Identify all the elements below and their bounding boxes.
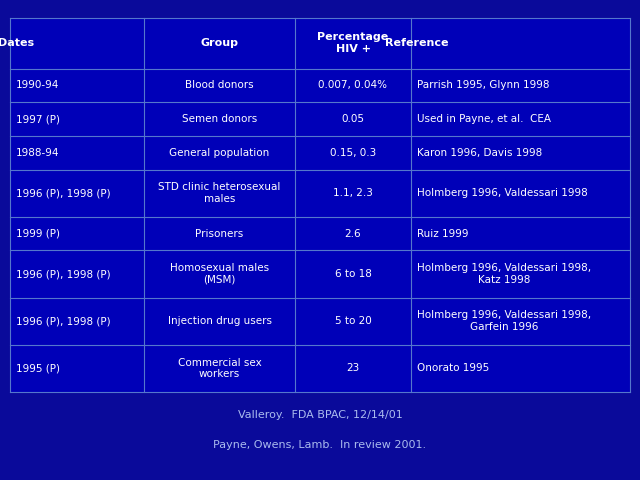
Text: Semen donors: Semen donors <box>182 114 257 124</box>
Text: Homosexual males
(MSM): Homosexual males (MSM) <box>170 263 269 285</box>
Text: Dates: Dates <box>0 38 34 48</box>
Text: 1995 (P): 1995 (P) <box>16 363 60 373</box>
Text: Payne, Owens, Lamb.  In review 2001.: Payne, Owens, Lamb. In review 2001. <box>213 440 427 450</box>
Text: Onorato 1995: Onorato 1995 <box>417 363 489 373</box>
Text: Parrish 1995, Glynn 1998: Parrish 1995, Glynn 1998 <box>417 80 550 90</box>
Text: 2.6: 2.6 <box>345 228 362 239</box>
Text: 23: 23 <box>346 363 360 373</box>
Text: 1999 (P): 1999 (P) <box>16 228 60 239</box>
Text: General population: General population <box>170 148 269 158</box>
Text: Valleroy.  FDA BPAC, 12/14/01: Valleroy. FDA BPAC, 12/14/01 <box>237 410 403 420</box>
Text: Percentage
HIV +: Percentage HIV + <box>317 33 388 54</box>
Text: 1997 (P): 1997 (P) <box>16 114 60 124</box>
Text: 0.007, 0.04%: 0.007, 0.04% <box>319 80 387 90</box>
Text: Group: Group <box>200 38 239 48</box>
Text: 1.1, 2.3: 1.1, 2.3 <box>333 188 373 198</box>
Text: STD clinic heterosexual
males: STD clinic heterosexual males <box>158 182 281 204</box>
Text: Holmberg 1996, Valdessari 1998: Holmberg 1996, Valdessari 1998 <box>417 188 588 198</box>
Text: 1996 (P), 1998 (P): 1996 (P), 1998 (P) <box>16 269 111 279</box>
Text: Ruiz 1999: Ruiz 1999 <box>417 228 468 239</box>
Text: 1996 (P), 1998 (P): 1996 (P), 1998 (P) <box>16 316 111 326</box>
Text: 6 to 18: 6 to 18 <box>335 269 371 279</box>
Text: 0.15, 0.3: 0.15, 0.3 <box>330 148 376 158</box>
Text: 1988-94: 1988-94 <box>16 148 60 158</box>
Text: Holmberg 1996, Valdessari 1998,
Garfein 1996: Holmberg 1996, Valdessari 1998, Garfein … <box>417 311 591 332</box>
Text: Karon 1996, Davis 1998: Karon 1996, Davis 1998 <box>417 148 542 158</box>
Text: 0.05: 0.05 <box>342 114 365 124</box>
Text: 1996 (P), 1998 (P): 1996 (P), 1998 (P) <box>16 188 111 198</box>
Text: Blood donors: Blood donors <box>185 80 254 90</box>
Text: Commercial sex
workers: Commercial sex workers <box>178 358 261 379</box>
Text: Holmberg 1996, Valdessari 1998,
Katz 1998: Holmberg 1996, Valdessari 1998, Katz 199… <box>417 263 591 285</box>
Text: Reference: Reference <box>385 38 449 48</box>
Bar <box>10 18 630 392</box>
Text: Injection drug users: Injection drug users <box>168 316 271 326</box>
Text: 1990-94: 1990-94 <box>16 80 60 90</box>
Text: 5 to 20: 5 to 20 <box>335 316 371 326</box>
Text: Used in Payne, et al.  CEA: Used in Payne, et al. CEA <box>417 114 551 124</box>
Text: Prisoners: Prisoners <box>195 228 244 239</box>
